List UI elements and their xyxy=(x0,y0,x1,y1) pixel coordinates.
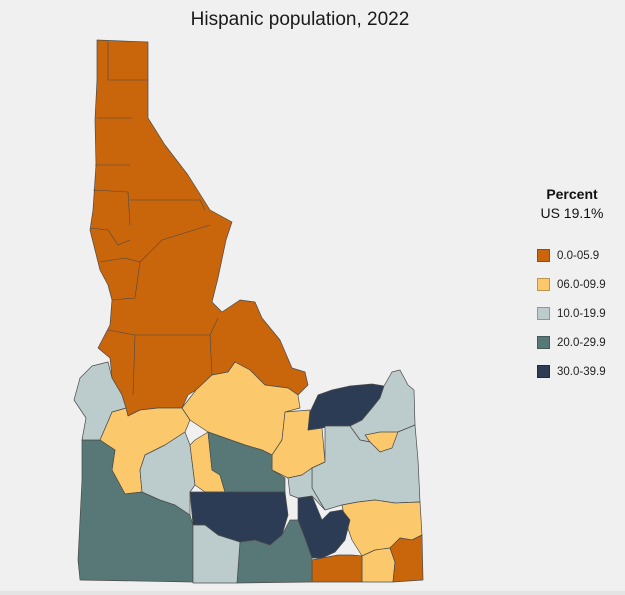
legend-item: 20.0-29.9 xyxy=(537,328,617,357)
legend-item: 30.0-39.9 xyxy=(537,357,617,386)
legend-swatch xyxy=(537,249,550,262)
county-region xyxy=(139,431,196,516)
county-region xyxy=(311,554,363,583)
legend-swatch xyxy=(537,336,550,349)
legend-swatch xyxy=(537,365,550,378)
legend-label: 30.0-39.9 xyxy=(557,365,606,378)
legend-swatch xyxy=(537,307,550,320)
county-region xyxy=(73,361,127,441)
legend-item: 0.0-05.9 xyxy=(537,241,617,270)
legend-title: Percent xyxy=(546,186,598,202)
legend-label: 20.0-29.9 xyxy=(557,336,606,349)
county-region xyxy=(89,39,309,417)
county-region xyxy=(236,519,313,584)
legend-label: 10.0-19.9 xyxy=(557,307,606,320)
county-region xyxy=(192,524,241,584)
county-region xyxy=(207,431,286,493)
legend-label: 06.0-09.9 xyxy=(557,278,606,291)
legend-label: 0.0-05.9 xyxy=(557,249,600,262)
bottom-divider xyxy=(0,591,625,595)
legend-items: 0.0-05.9 06.0-09.9 10.0-19.9 20.0-29.9 30.0-… xyxy=(537,241,617,386)
legend-item: 06.0-09.9 xyxy=(537,270,617,299)
map-legend: Percent US 19.1% 0.0-05.9 06.0-09.9 10.0-1… xyxy=(527,186,617,386)
legend-subtitle: US 19.1% xyxy=(540,205,604,221)
county-region xyxy=(389,534,424,583)
map-title: Hispanic population, 2022 xyxy=(190,9,410,30)
legend-swatch xyxy=(537,278,550,291)
county-region xyxy=(287,467,326,511)
legend-item: 10.0-19.9 xyxy=(537,299,617,328)
